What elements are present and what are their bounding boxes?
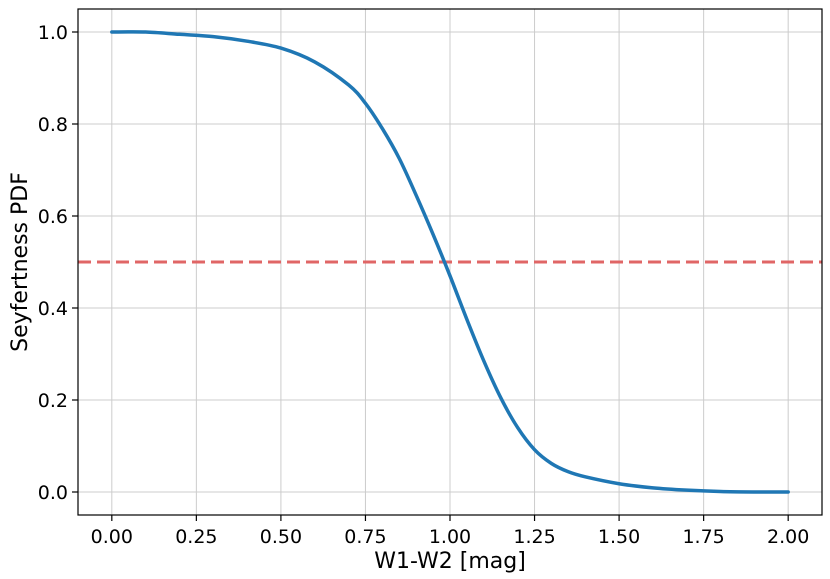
x-tick-label: 2.00: [767, 526, 809, 548]
x-tick-label: 1.25: [513, 526, 555, 548]
ticks: 0.00 0.25 0.50 0.75 1.00 1.25 1.50 1.75 2.00 0.0 0…: [38, 22, 810, 548]
pdf-curve: [110, 30, 790, 494]
y-tick-label: 0.0: [38, 482, 68, 504]
y-tick-label: 1.0: [38, 22, 68, 44]
x-tick-label: 0.50: [260, 526, 302, 548]
x-tick-label: 0.00: [91, 526, 133, 548]
y-tick-label: 0.6: [38, 206, 68, 228]
x-tick-label: 0.75: [344, 526, 386, 548]
y-axis-title: Seyfertness PDF: [8, 172, 33, 352]
x-tick-label: 1.75: [682, 526, 724, 548]
y-tick-label: 0.4: [38, 298, 68, 320]
y-tick-label: 0.8: [38, 114, 68, 136]
x-tick-label: 1.00: [429, 526, 471, 548]
x-axis-title: W1-W2 [mag]: [374, 549, 526, 574]
x-tick-label: 0.25: [175, 526, 217, 548]
y-tick-label: 0.2: [38, 390, 68, 412]
series-layer: [110, 30, 790, 494]
x-tick-label: 1.50: [598, 526, 640, 548]
